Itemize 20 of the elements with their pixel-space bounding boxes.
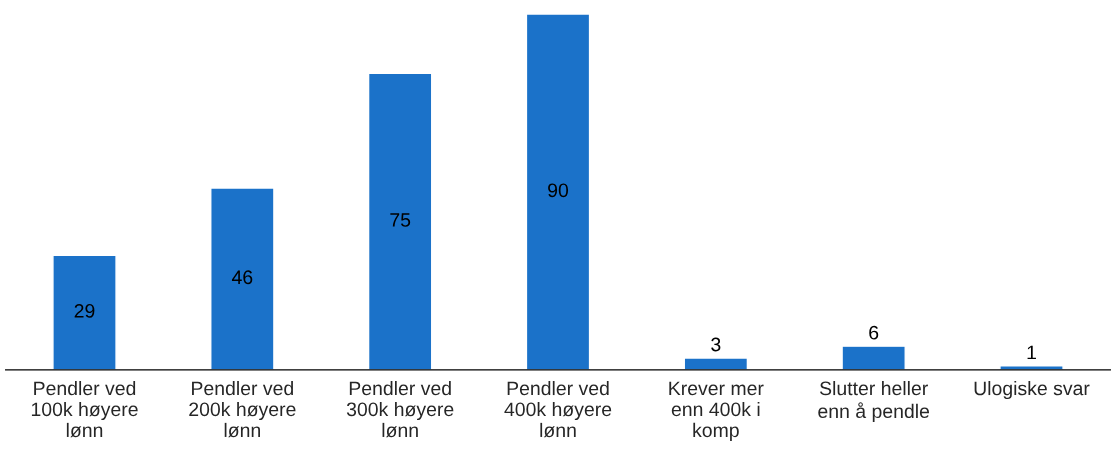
bar	[525, 14, 591, 370]
data-label: 90	[548, 183, 569, 198]
x-tick-label: Pendler ved 100k høyere lønn	[31, 380, 138, 438]
x-tick-label: Ulogiske svar	[974, 380, 1090, 400]
data-label: 46	[231, 270, 253, 285]
bar	[841, 345, 906, 370]
bar	[210, 187, 275, 370]
data-label: 75	[390, 213, 411, 227]
data-label: 1	[1027, 345, 1036, 360]
data-label: 6	[869, 325, 879, 340]
x-tick-label: Krever mer enn 400k i komp	[669, 381, 764, 441]
x-tick-label: Slutter heller enn å pendle	[818, 380, 930, 422]
x-tick-label: Pendler ved 200k høyere lønn	[189, 380, 296, 438]
data-label: 29	[74, 303, 95, 318]
bar	[683, 357, 749, 370]
x-tick-label: Pendler ved 300k høyere lønn	[346, 380, 454, 438]
bar	[52, 254, 117, 370]
x-tick-label: Pendler ved 400k høyere lønn	[504, 380, 612, 438]
data-label: 3	[711, 337, 721, 352]
bar	[367, 72, 433, 370]
